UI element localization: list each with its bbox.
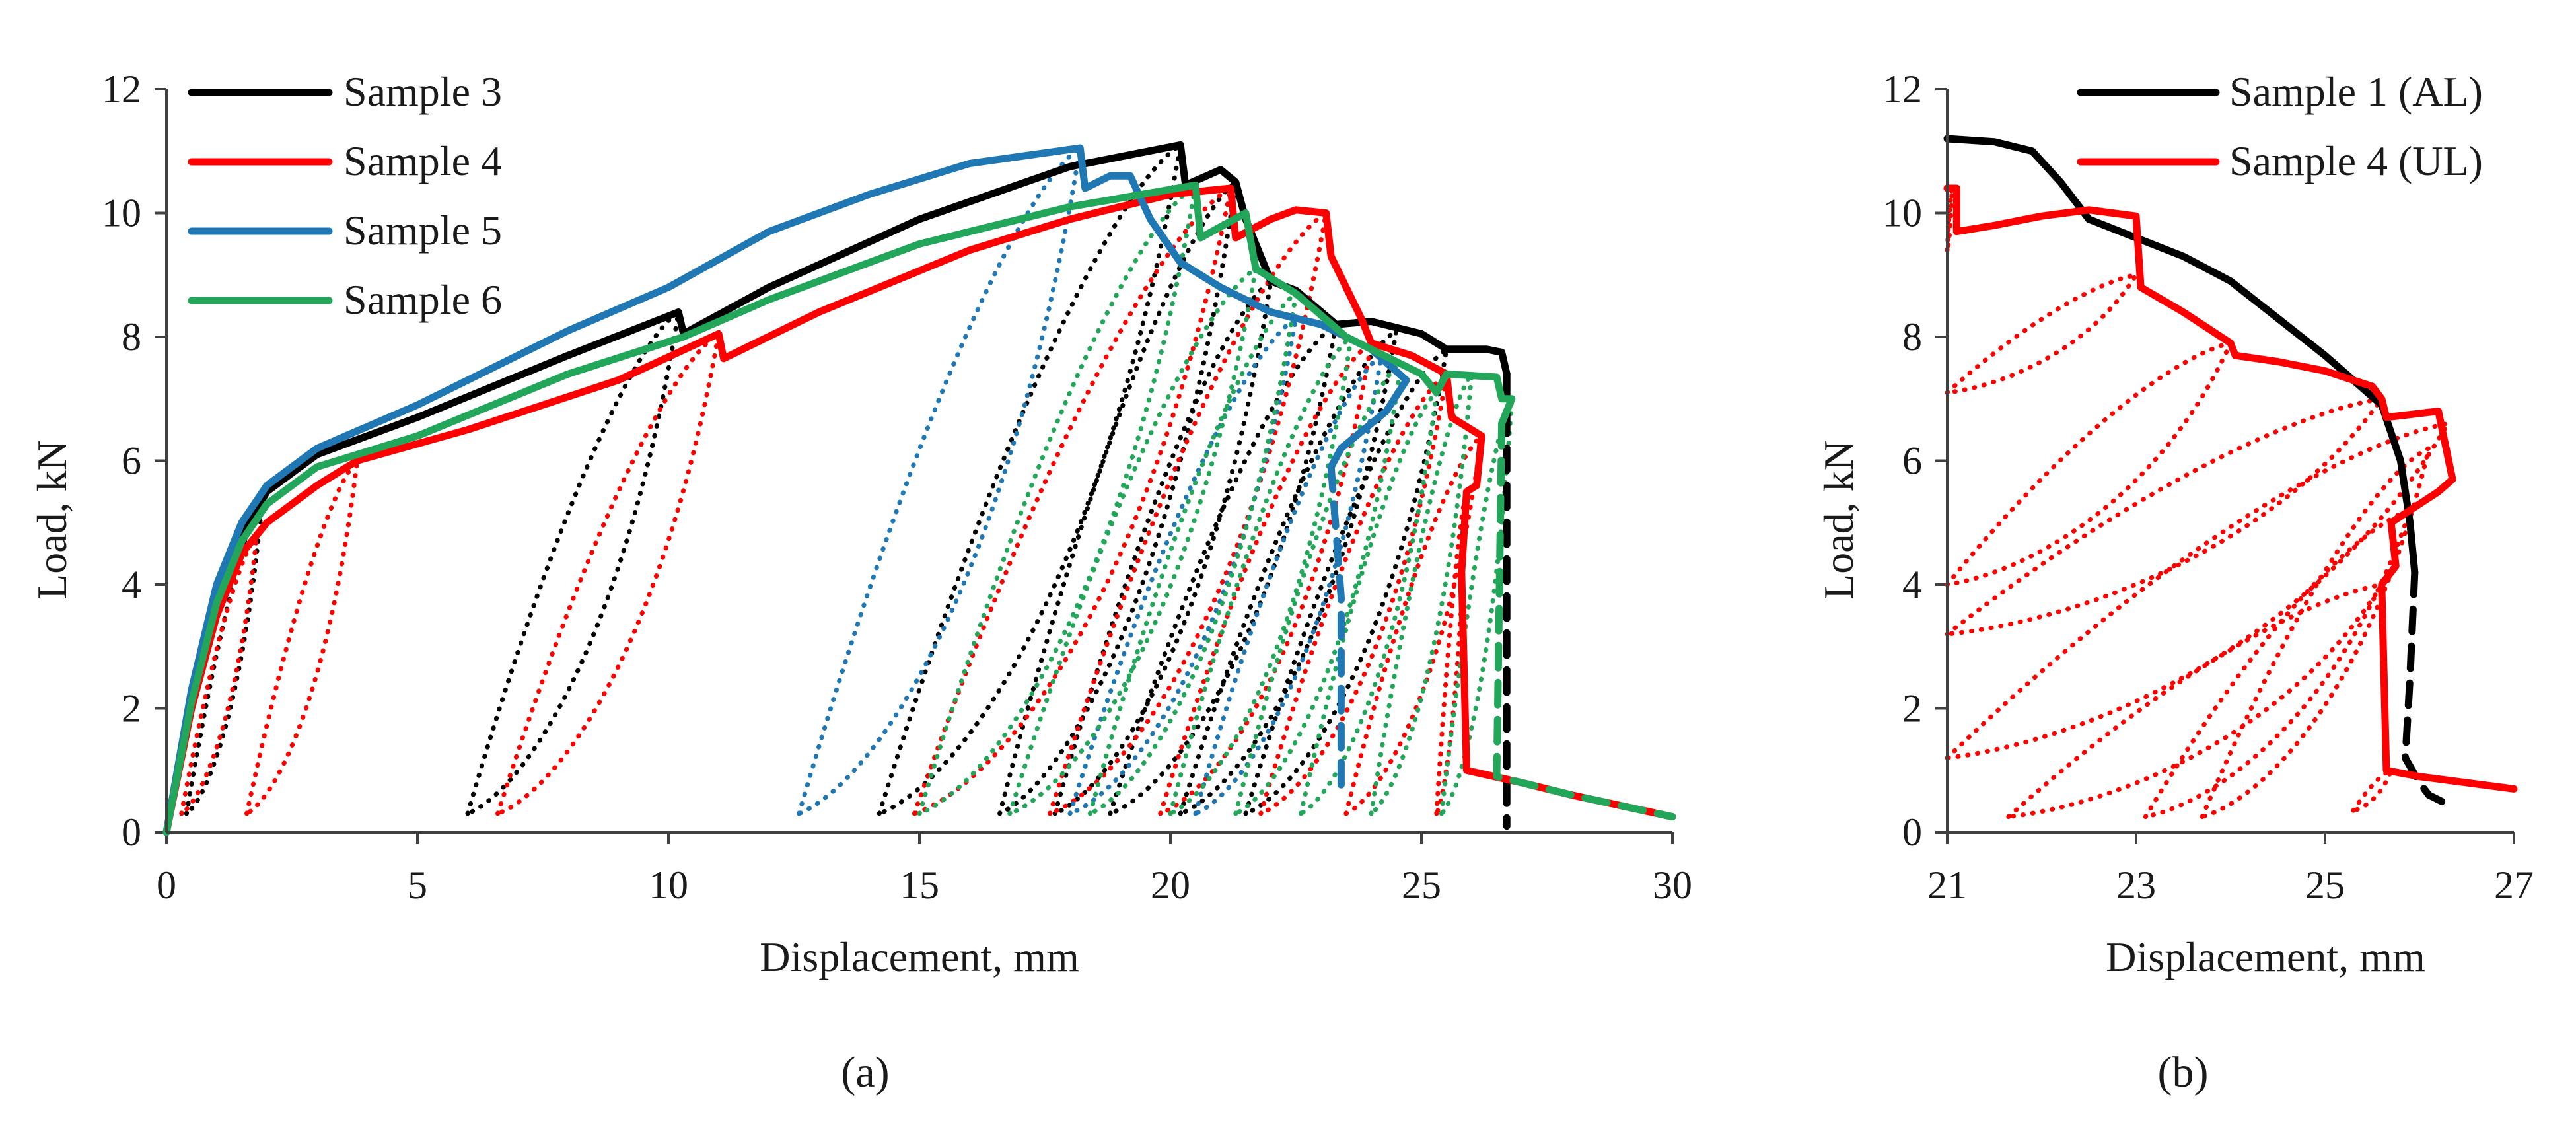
panel-a-series-sample-5-failure xyxy=(1327,463,1345,793)
panel-a-unload-reload-loop xyxy=(1168,334,1354,816)
panel-a-x-tick-label: 0 xyxy=(157,863,176,907)
panel-a-unload-reload-loop xyxy=(877,142,1183,816)
panel-b-unload-reload-loop xyxy=(2351,768,2394,813)
panel-a-x-tick-label: 10 xyxy=(649,863,688,907)
panel-a-unload-reload-loop xyxy=(1439,396,1515,816)
panel-a-y-tick-label: 8 xyxy=(122,315,141,359)
panel-a-chart: 0 2 4 6 8 10 12 0 5 10 15 20 25 30 Displacement, mm L… xyxy=(28,67,1692,1096)
panel-b-series xyxy=(1943,135,2518,808)
panel-a-ticks xyxy=(155,88,1674,844)
panel-a-unload-reload-loop xyxy=(1052,279,1273,816)
panel-a-unload-reload-loop xyxy=(1158,340,1374,816)
panel-b-y-tick-label: 4 xyxy=(1902,563,1922,606)
panel-a-x-axis-title: Displacement, mm xyxy=(760,933,1079,980)
panel-a-x-tick-label: 30 xyxy=(1653,863,1692,907)
panel-b-y-tick-label: 8 xyxy=(1902,315,1922,359)
panel-a-series-sample-6 xyxy=(162,181,1516,836)
panel-b-loops xyxy=(1945,186,2451,820)
panel-a-x-tick-label: 20 xyxy=(1151,863,1190,907)
panel-a-unload-reload-loop xyxy=(1108,322,1339,816)
panel-b-series-sample-1-al-failure xyxy=(2402,568,2452,808)
panel-b-unload-reload-loop xyxy=(1945,421,2451,760)
legend-label-sample-6: Sample 6 xyxy=(343,276,502,323)
panel-a-y-tick-label: 12 xyxy=(102,67,141,111)
panel-b-unload-reload-loop xyxy=(2006,582,2384,820)
panel-a-unload-reload-loop xyxy=(1048,211,1329,816)
panel-a-x-tick-label: 15 xyxy=(900,863,939,907)
panel-b-y-axis-title: Load, kN xyxy=(1815,440,1862,600)
panel-b-y-tick-label: 12 xyxy=(1882,67,1922,111)
panel-a-y-tick-label: 6 xyxy=(122,439,141,483)
panel-a-unload-reload-loop xyxy=(1067,316,1299,816)
panel-a-unload-reload-loop xyxy=(1243,347,1449,816)
panel-b-series-sample-4-ul xyxy=(1943,184,2518,793)
panel-a-y-tick-label: 0 xyxy=(122,810,141,854)
panel-b-x-tick-label: 27 xyxy=(2494,863,2534,907)
panel-b-x-tick-label: 23 xyxy=(2116,863,2156,907)
panel-b-y-tick-label: 10 xyxy=(1882,192,1922,235)
panel-a-y-tick-label: 10 xyxy=(102,192,141,235)
panel-b-ticks xyxy=(1935,88,2515,844)
legend-label-sample-4: Sample 4 xyxy=(343,137,502,184)
panel-a-x-tick-label: 25 xyxy=(1402,863,1441,907)
panel-b-chart: 0 2 4 6 8 10 12 21 23 25 27 Displacement, mm Load,… xyxy=(1815,67,2534,1096)
panel-b-unload-reload-loop xyxy=(1945,396,2384,637)
panel-a-legend: Sample 3 Sample 4 Sample 5 Sample 6 xyxy=(188,68,502,323)
panel-b-series-sample-1-al xyxy=(1943,135,2419,576)
panel-a-x-tick-label: 5 xyxy=(408,863,427,907)
panel-b-unload-reload-loop xyxy=(2200,446,2431,820)
legend-label-sample-1-al: Sample 1 (AL) xyxy=(2229,68,2483,115)
panel-b-x-tick-label: 21 xyxy=(1927,863,1967,907)
panel-b-legend: Sample 1 (AL) Sample 4 (UL) xyxy=(2077,68,2483,184)
legend-label-sample-5: Sample 5 xyxy=(343,207,502,254)
panel-a-unload-reload-loop xyxy=(1369,371,1474,816)
panel-b-tick-labels: 0 2 4 6 8 10 12 21 23 25 27 xyxy=(1882,67,2534,907)
panel-a-unload-reload-loop xyxy=(912,186,1233,816)
panel-b-caption: (b) xyxy=(2158,1048,2209,1096)
panel-b-y-tick-label: 0 xyxy=(1902,810,1922,854)
panel-a-series-sample-3 xyxy=(162,141,1511,836)
panel-a-tick-labels: 0 2 4 6 8 10 12 0 5 10 15 20 25 30 xyxy=(102,67,1692,907)
panel-a-unload-reload-loop xyxy=(244,458,360,816)
panel-a-caption: (a) xyxy=(841,1048,889,1096)
panel-a-y-tick-label: 4 xyxy=(122,563,141,606)
panel-b-unload-reload-loop xyxy=(2143,508,2413,820)
panel-a-unload-reload-loop xyxy=(797,145,1083,816)
legend-label-sample-3: Sample 3 xyxy=(343,68,502,115)
panel-b-unload-reload-loop xyxy=(1945,340,2233,587)
panel-b-y-tick-label: 6 xyxy=(1902,439,1922,483)
panel-b-unload-reload-loop xyxy=(1945,272,2139,395)
panel-a-series-sample-6-failure xyxy=(1493,419,1676,821)
panel-a-series-sample-4 xyxy=(162,184,1676,836)
panel-b-x-axis-title: Displacement, mm xyxy=(2106,933,2425,980)
panel-b-x-tick-label: 25 xyxy=(2305,863,2345,907)
panel-a-series xyxy=(162,141,1676,836)
panel-b-y-tick-label: 2 xyxy=(1902,687,1922,731)
panel-a-y-tick-label: 2 xyxy=(122,687,141,731)
panel-a-y-axis-title: Load, kN xyxy=(28,440,75,600)
legend-label-sample-4-ul: Sample 4 (UL) xyxy=(2229,137,2483,184)
